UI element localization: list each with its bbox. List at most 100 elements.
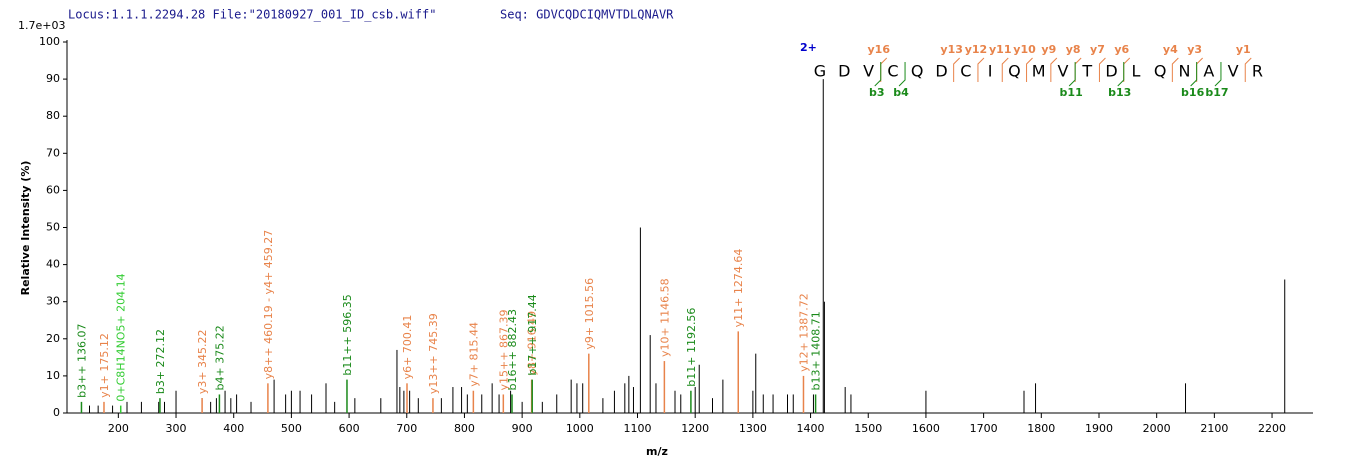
- y-tick-label: 0: [53, 406, 60, 419]
- x-tick-label: 1500: [854, 422, 882, 435]
- x-tick-label: 1400: [797, 422, 825, 435]
- y-ion-label: y16: [868, 43, 891, 56]
- x-tick-label: 1700: [970, 422, 998, 435]
- y-ion-label: y10: [1013, 43, 1036, 56]
- y-bracket: [880, 57, 888, 82]
- peak-label: b13+ 1408.71: [810, 311, 823, 390]
- y-bracket: [1001, 57, 1009, 82]
- peak-label: b4+ 375.22: [213, 325, 226, 390]
- peak-label: y15++ 867.39: [497, 310, 510, 391]
- x-tick-label: 900: [512, 422, 533, 435]
- x-tick-label: 2100: [1200, 422, 1228, 435]
- b-ion-label: b3: [869, 86, 885, 99]
- y-tick-label: 60: [46, 183, 60, 196]
- y-ion-label: y1: [1236, 43, 1251, 56]
- x-tick-label: 1600: [912, 422, 940, 435]
- x-tick-label: 1100: [624, 422, 652, 435]
- residue: N: [1179, 62, 1191, 81]
- y-tick-label: 70: [46, 146, 60, 159]
- y-tick-label: 90: [46, 72, 60, 85]
- x-tick-label: 700: [396, 422, 417, 435]
- y-ion-label: y4: [1163, 43, 1178, 56]
- peak-label: y13++ 745.39: [427, 313, 440, 394]
- residue: D: [1105, 62, 1117, 81]
- residue: I: [988, 62, 993, 81]
- y-bracket: [953, 57, 961, 82]
- peak-label: y12+ 1387.72: [797, 293, 810, 372]
- x-tick-label: 1300: [739, 422, 767, 435]
- y-tick-label: 100: [39, 35, 60, 48]
- y-tick-label: 20: [46, 332, 60, 345]
- y-bracket: [1171, 57, 1179, 82]
- peak-label: y11+ 1274.64: [732, 249, 745, 328]
- b-bracket: [1117, 62, 1125, 87]
- b-bracket: [898, 62, 906, 87]
- y-ion-label: y9: [1041, 43, 1056, 56]
- y-bracket: [1074, 57, 1082, 82]
- peak-label: y3+ 345.22: [196, 329, 209, 394]
- b-ion-label: b11: [1060, 86, 1083, 99]
- y-ion-label: y13: [940, 43, 962, 56]
- y-axis-label: Relative Intensity (%): [19, 161, 32, 296]
- y-tick-label: 80: [46, 109, 60, 122]
- b-bracket: [874, 62, 882, 87]
- x-tick-label: 400: [223, 422, 244, 435]
- residue: Q: [911, 62, 924, 81]
- x-tick-label: 1900: [1085, 422, 1113, 435]
- y-tick-label: 30: [46, 295, 60, 308]
- y-bracket: [1244, 57, 1252, 82]
- chart-title: Locus:1.1.1.2294.28 File:"20180927_001_I…: [68, 8, 436, 22]
- peak-label: y6+ 700.41: [401, 315, 414, 380]
- residue: L: [1131, 62, 1140, 81]
- peak-label: b3+ 272.12: [154, 329, 167, 394]
- residue: D: [935, 62, 947, 81]
- x-tick-label: 800: [454, 422, 475, 435]
- y-ion-label: y7: [1090, 43, 1105, 56]
- y-ion-label: y11: [989, 43, 1011, 56]
- peak-label: y8+ 916.49: [526, 311, 539, 376]
- y-ion-label: y3: [1187, 43, 1202, 56]
- x-tick-label: 2000: [1143, 422, 1171, 435]
- residue: T: [1081, 62, 1092, 81]
- y-tick-label: 40: [46, 258, 60, 271]
- b-bracket: [1068, 62, 1076, 87]
- residue: R: [1252, 62, 1263, 81]
- y-ion-label: y12: [965, 43, 987, 56]
- residue: V: [1058, 62, 1069, 81]
- peak-label: b16++ 882.43: [506, 309, 519, 390]
- y-ion-label: y6: [1114, 43, 1129, 56]
- b-ion-label: b16: [1181, 86, 1205, 99]
- residue: C: [960, 62, 971, 81]
- residue: V: [863, 62, 874, 81]
- residue: V: [1228, 62, 1239, 81]
- residue: Q: [1154, 62, 1167, 81]
- residue: A: [1203, 62, 1214, 81]
- residue: D: [838, 62, 850, 81]
- peak-label: y10+ 1146.58: [658, 278, 671, 357]
- x-tick-label: 300: [166, 422, 187, 435]
- chart-subtitle: Seq: GDVCQDCIQMVTDLQNAVR: [500, 8, 674, 22]
- b-bracket: [1214, 62, 1222, 87]
- y-bracket: [1196, 57, 1204, 82]
- peak-label: y7+ 815.44: [467, 322, 480, 387]
- peak-label: y9+ 1015.56: [583, 278, 596, 350]
- peak-label: b3++ 136.07: [75, 323, 88, 397]
- residue: G: [814, 62, 826, 81]
- peak-label: b11++ 596.35: [341, 294, 354, 375]
- x-axis-label: m/z: [646, 445, 668, 458]
- y-tick-label: 50: [46, 221, 60, 234]
- y-bracket: [1098, 57, 1106, 82]
- y-bracket: [977, 57, 985, 82]
- x-tick-label: 1800: [1027, 422, 1055, 435]
- residue: Q: [1008, 62, 1021, 81]
- b-ion-label: b4: [893, 86, 909, 99]
- x-tick-label: 1000: [566, 422, 594, 435]
- x-tick-label: 1200: [681, 422, 709, 435]
- y-bracket: [1050, 57, 1058, 82]
- peak-label: 0+C8H14NO5+ 204.14: [115, 273, 128, 401]
- x-tick-label: 200: [108, 422, 129, 435]
- residue: M: [1032, 62, 1046, 81]
- peak-label: y8++ 460.19 - y4+ 459.27: [262, 230, 275, 380]
- b-ion-label: b17: [1205, 86, 1228, 99]
